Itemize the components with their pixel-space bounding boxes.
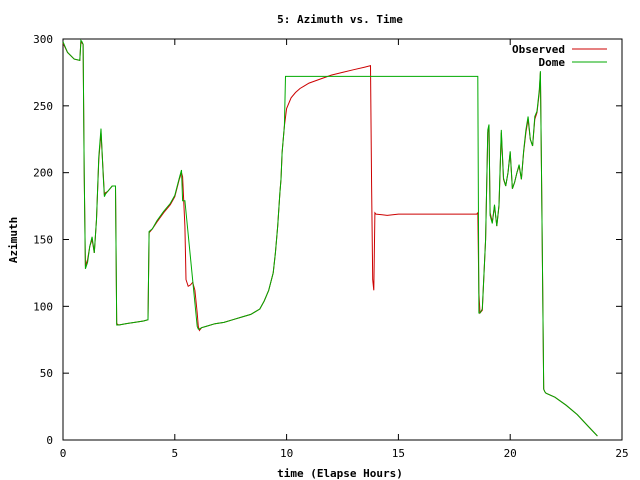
y-tick-label: 300	[33, 33, 53, 46]
y-tick-label: 50	[40, 367, 53, 380]
series-line-dome	[62, 38, 598, 437]
series-line-observed	[62, 40, 598, 437]
y-tick-label: 200	[33, 167, 53, 180]
x-tick-label: 10	[280, 447, 293, 460]
x-tick-label: 20	[504, 447, 517, 460]
series-group	[62, 38, 598, 437]
x-tick-label: 5	[171, 447, 178, 460]
x-tick-label: 0	[60, 447, 67, 460]
x-tick-label: 25	[615, 447, 628, 460]
y-tick-label: 150	[33, 234, 53, 247]
y-axis-label: Azimuth	[7, 217, 20, 263]
legend-label-observed: Observed	[512, 43, 565, 56]
legend-label-dome: Dome	[539, 56, 566, 69]
y-tick-label: 250	[33, 100, 53, 113]
y-tick-label: 100	[33, 300, 53, 313]
x-axis-label: time (Elapse Hours)	[277, 467, 403, 480]
chart-title: 5: Azimuth vs. Time	[277, 13, 403, 26]
x-tick-label: 15	[392, 447, 405, 460]
y-tick-label: 0	[46, 434, 53, 447]
